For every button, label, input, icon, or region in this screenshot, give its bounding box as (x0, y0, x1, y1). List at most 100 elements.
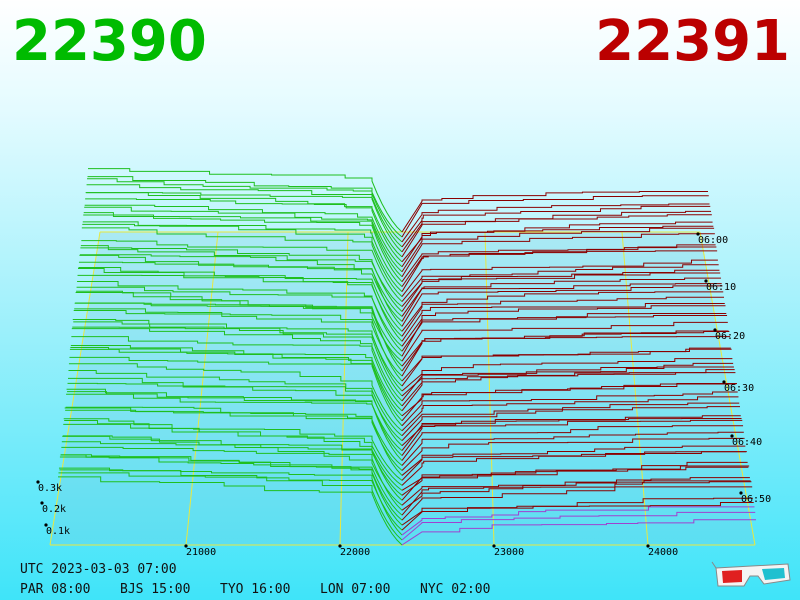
ask-curve (401, 481, 752, 516)
ask-curve (401, 314, 728, 357)
ask-curve (401, 203, 710, 243)
floor-grid (49, 231, 756, 546)
bid-curve (66, 393, 403, 461)
ask-curve (401, 205, 711, 248)
depth-tick-label: 0.3k (38, 483, 62, 494)
bid-curve (76, 286, 403, 352)
bid-curve (87, 178, 403, 243)
grid-line (49, 231, 101, 546)
bid-curve (70, 344, 403, 412)
ask-curve (401, 358, 733, 392)
grid-line (484, 231, 495, 546)
time-tick-label: 06:10 (706, 282, 736, 293)
ask-curve (401, 418, 742, 451)
ask-curve (401, 451, 747, 486)
grid-line (339, 231, 349, 546)
ask-curve (401, 190, 708, 233)
ask-curve (401, 451, 747, 481)
grid-line (185, 231, 219, 546)
ask-curve (401, 431, 744, 466)
tick-dot (40, 501, 44, 505)
time-tick-label: 06:20 (715, 331, 745, 342)
bid-curve (67, 382, 403, 446)
bid-curve (83, 214, 403, 283)
bid-curve (63, 423, 403, 491)
bid-curve (78, 266, 403, 332)
price-tick-label: 23000 (494, 547, 524, 558)
ask-curve (401, 425, 744, 461)
ask-curve (401, 480, 751, 511)
ask-curve (401, 486, 753, 521)
bid-curve (86, 184, 403, 248)
ask-price: 22391 (595, 9, 790, 74)
bid-curve (81, 240, 403, 302)
ask-curve (401, 477, 750, 506)
bid-price: 22390 (12, 9, 207, 74)
ask-curve (401, 519, 756, 546)
bid-curve (61, 446, 403, 511)
bid-curve (69, 356, 403, 427)
floor (50, 232, 755, 545)
bid-curve (81, 227, 403, 297)
ask-curve (401, 437, 745, 471)
ask-curve (401, 269, 720, 307)
tick-dot (730, 434, 734, 438)
ask-curve (401, 277, 721, 317)
time-tick-label: 06:30 (724, 383, 754, 394)
bid-curve (64, 407, 403, 476)
ask-curve (401, 366, 734, 402)
tick-dot (492, 544, 496, 548)
ask-curve (401, 250, 718, 292)
ask-curve (401, 244, 716, 282)
bid-curve (67, 391, 403, 451)
ask-curve (401, 195, 709, 238)
ask-curve (401, 445, 746, 476)
city-clock: PAR 08:00 (20, 582, 90, 597)
bid-curve (60, 454, 403, 516)
ask-curve (401, 465, 750, 501)
grid-line (621, 231, 649, 546)
price-tick-label: 22000 (340, 547, 370, 558)
bid-curve (83, 212, 403, 278)
bid-curve (73, 310, 403, 382)
bid-curve (58, 467, 403, 536)
ask-curve (401, 369, 735, 407)
ask-curve (401, 321, 728, 362)
bid-curve (82, 221, 403, 288)
bid-curve (84, 204, 403, 268)
depth-tick-label: 0.1k (46, 526, 70, 537)
bid-curve (59, 456, 403, 526)
tick-dot (646, 544, 650, 548)
tick-dot (713, 328, 717, 332)
tick-dot (696, 232, 700, 236)
bid-curve (63, 418, 403, 486)
bid-curve (64, 419, 403, 481)
bid-curve (72, 318, 403, 392)
tick-dot (722, 380, 726, 384)
ask-curve (401, 214, 712, 258)
bid-curve (68, 377, 403, 442)
bid-curve (68, 363, 403, 432)
bid-curve (60, 454, 403, 521)
bid-curve (82, 223, 403, 292)
tick-dot (338, 544, 342, 548)
3d-glasses-button[interactable] (711, 561, 791, 587)
bid-curve (85, 198, 403, 263)
ask-curve (401, 264, 719, 302)
city-clock: BJS 15:00 (120, 582, 190, 597)
ask-curve (401, 348, 732, 387)
time-tick-label: 06:00 (698, 235, 728, 246)
city-clock: LON 07:00 (320, 582, 390, 597)
depth-tick-label: 0.2k (42, 504, 66, 515)
bid-curve (80, 245, 403, 307)
bid-curve (71, 336, 403, 407)
ask-curve (401, 461, 748, 491)
ask-curve (401, 406, 740, 442)
ask-curve (401, 291, 724, 332)
bid-curve (79, 254, 403, 317)
city-clock: NYC 02:00 (420, 582, 490, 597)
bid-curve (88, 168, 403, 233)
depth-curves (58, 168, 756, 546)
price-tick-label: 24000 (648, 547, 678, 558)
